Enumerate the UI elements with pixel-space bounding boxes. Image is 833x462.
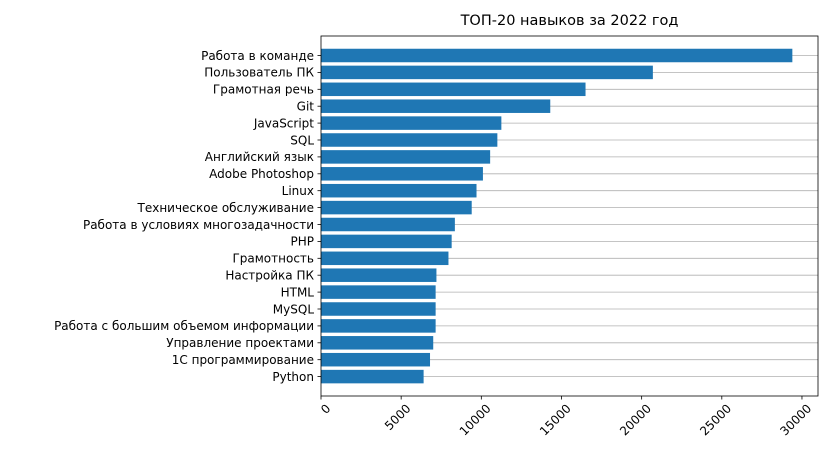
y-tick-label: Работа в команде [201,49,314,63]
bar [321,183,477,198]
bar [321,234,452,249]
bar [321,48,793,63]
bar [321,217,455,232]
y-tick-label: Git [297,100,315,114]
bar [321,116,502,130]
x-tick-label: 15000 [537,401,574,438]
y-tick-label: Пользователь ПК [204,66,314,80]
bar [321,150,491,164]
x-tick-labels: 0 5000 10000 15000 20000 25000 30000 [318,396,814,438]
bar [321,352,431,367]
y-tick-label: Adobe Photoshop [209,167,314,181]
y-tick-label: SQL [290,133,314,147]
y-tick-label: MySQL [273,302,315,316]
y-tick-label: Linux [282,184,314,198]
bars [321,48,793,384]
x-tick-label: 0 [318,401,333,416]
bar [321,82,586,97]
bar [321,65,653,80]
y-tick-label: Грамотность [232,252,314,266]
x-tick-label: 25000 [697,401,734,438]
y-tick-label: Английский язык [205,150,314,164]
bar [321,319,436,333]
y-tick-label: JavaScript [253,116,314,130]
y-tick-label: Python [272,370,314,384]
bar [321,285,436,299]
plot-frame [320,35,819,397]
bar [321,268,437,282]
y-tick-label: Техническое обслуживание [137,201,315,215]
y-tick-label: Работа в условиях многозадачности [83,218,314,232]
bar [321,336,434,350]
x-tick-label: 20000 [617,401,654,438]
bar [321,302,436,316]
bar [321,369,424,384]
x-tick-label: 30000 [777,401,814,438]
bar [321,99,551,113]
chart-title: ТОП-20 навыков за 2022 год [460,13,679,29]
y-tick-labels: Работа в команде Пользователь ПК Грамотная… [54,49,321,384]
y-tick-label: 1С программирование [172,353,314,367]
bar [321,133,498,147]
y-tick-label: HTML [281,285,315,299]
y-tick-label: PHP [291,235,315,249]
y-tick-label: Настройка ПК [225,269,314,283]
bar [321,200,472,215]
y-tick-label: Грамотная речь [213,83,314,97]
y-tick-label: Работа с большим объемом информации [54,319,314,333]
x-tick-label: 10000 [457,401,494,438]
y-tick-label: Управление проектами [166,336,314,350]
bar [321,251,449,266]
x-tick-label: 5000 [382,401,413,432]
bar [321,167,483,181]
